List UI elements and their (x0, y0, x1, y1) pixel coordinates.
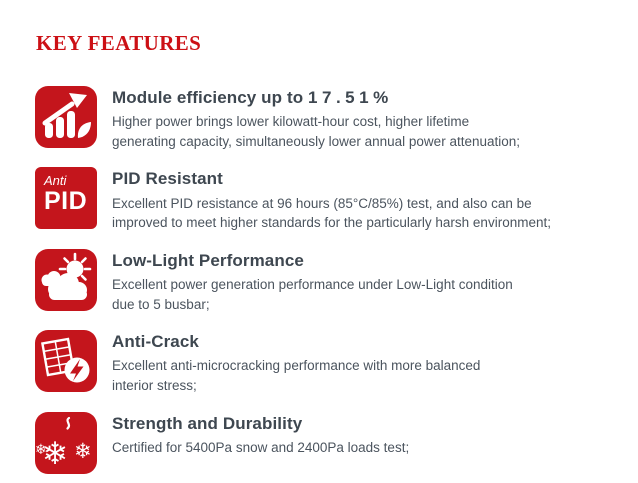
growth-chart-icon (35, 86, 97, 148)
anti-pid-icon: Anti PID (35, 167, 97, 230)
feature-body: Excellent power generation performance u… (112, 277, 513, 312)
feature-heading: Anti-Crack (112, 332, 199, 352)
feature-list: Module efficiency up to 17.51% Higher po… (35, 86, 620, 483)
feature-heading: Low-Light Performance (112, 250, 304, 270)
cloud-sun-icon (35, 248, 97, 311)
feature-text: Strength and Durability Certified for 54… (112, 412, 409, 458)
feature-body: Higher power brings lower kilowatt-hour … (112, 114, 520, 149)
efficiency-value: 17.51% (308, 88, 393, 107)
heading-prefix: Module efficiency up to (112, 88, 309, 107)
feature-row: Module efficiency up to 17.51% Higher po… (35, 86, 620, 151)
snowflakes-icon: ❄ ❄ ❄ (35, 411, 97, 474)
feature-text: PID Resistant Excellent PID resistance a… (112, 167, 551, 232)
feature-text: Low-Light Performance Excellent power ge… (112, 249, 513, 314)
svg-text:❄: ❄ (42, 436, 68, 472)
feature-heading: Module efficiency up to 17.51% (112, 87, 520, 108)
feature-text: Module efficiency up to 17.51% Higher po… (112, 86, 520, 151)
feature-body: Excellent anti-microcracking performance… (112, 358, 481, 393)
panel-lightning-icon (35, 330, 97, 393)
feature-body: Certified for 5400Pa snow and 2400Pa loa… (112, 439, 410, 455)
feature-row: Anti PID PID Resistant Excellent PID res… (35, 167, 620, 232)
feature-row: ❄ ❄ ❄ Strength and Durability Certified … (35, 411, 620, 474)
feature-body: Excellent PID resistance at 96 hours (85… (112, 195, 551, 231)
svg-text:❄: ❄ (35, 442, 47, 458)
anti-pid-icon-main-label: PID (44, 186, 88, 215)
page-title: KEY FEATURES (36, 31, 202, 55)
feature-row: Anti-Crack Excellent anti-microcracking … (35, 330, 620, 395)
feature-heading: PID Resistant (112, 169, 223, 189)
feature-heading: Strength and Durability (112, 413, 303, 433)
anti-pid-icon-top-label: Anti (44, 173, 67, 189)
svg-text:❄: ❄ (74, 439, 92, 463)
feature-row: Low-Light Performance Excellent power ge… (35, 248, 620, 314)
feature-text: Anti-Crack Excellent anti-microcracking … (112, 330, 480, 395)
